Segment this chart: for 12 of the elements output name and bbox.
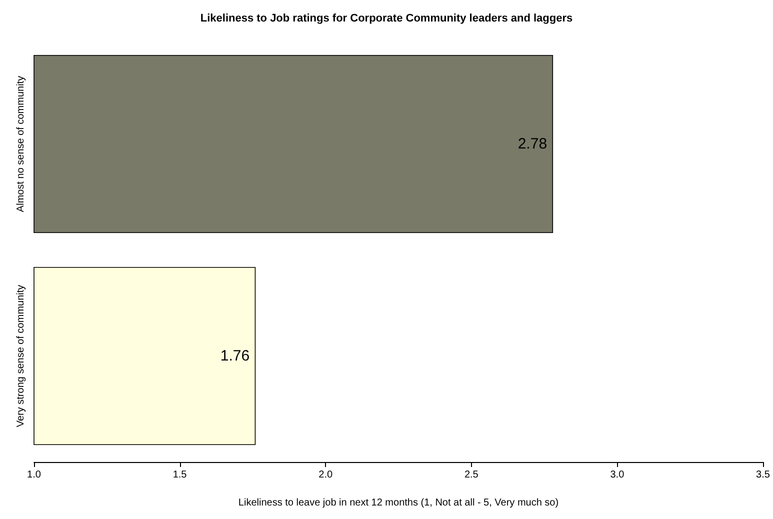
x-axis-title: Likeliness to leave job in next 12 months (1, Not at all - 5, Very much so) [238,498,559,508]
x-tick-label: 3.5 [756,470,770,480]
chart-title: Likeliness to Job ratings for Corporate Community leaders and laggers [200,12,573,24]
x-tick-label: 1.5 [172,470,188,480]
data-label: 1.76 [220,348,250,364]
y-tick-label: Almost no sense of community [16,76,26,212]
x-tick-label: 2.0 [318,470,333,480]
x-tick-label: 2.5 [464,470,479,480]
data-label: 2.78 [518,136,548,152]
x-tick-label: 1.0 [27,470,42,480]
y-tick-label: Very strong sense of community [16,284,26,428]
x-tick-label: 3.0 [610,470,625,480]
